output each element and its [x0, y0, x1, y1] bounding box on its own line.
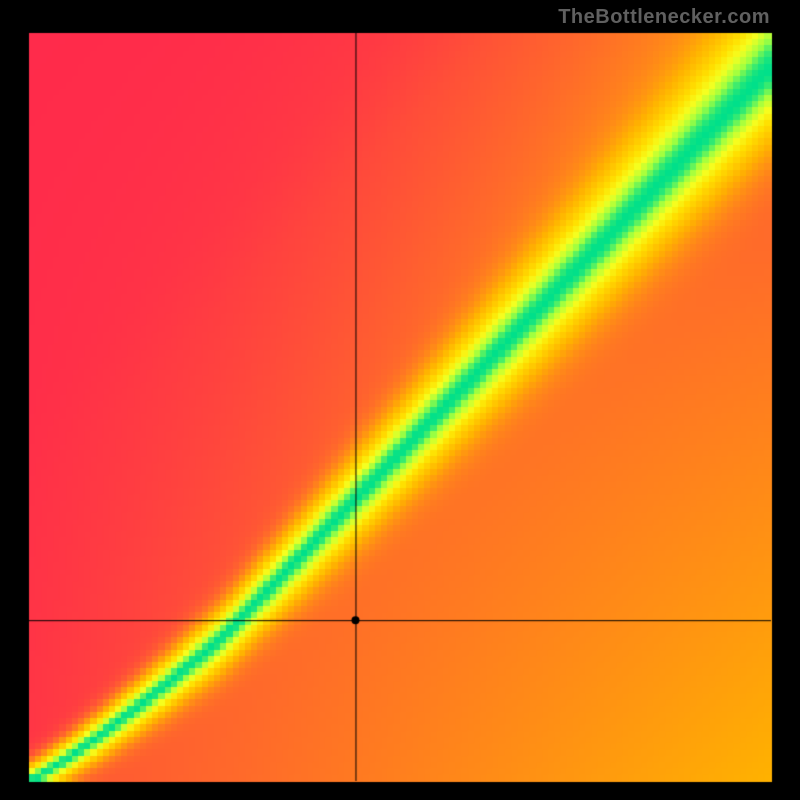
watermark-text: TheBottlenecker.com [558, 6, 770, 29]
heatmap-plot [0, 0, 800, 800]
chart-container: TheBottlenecker.com [0, 0, 800, 800]
